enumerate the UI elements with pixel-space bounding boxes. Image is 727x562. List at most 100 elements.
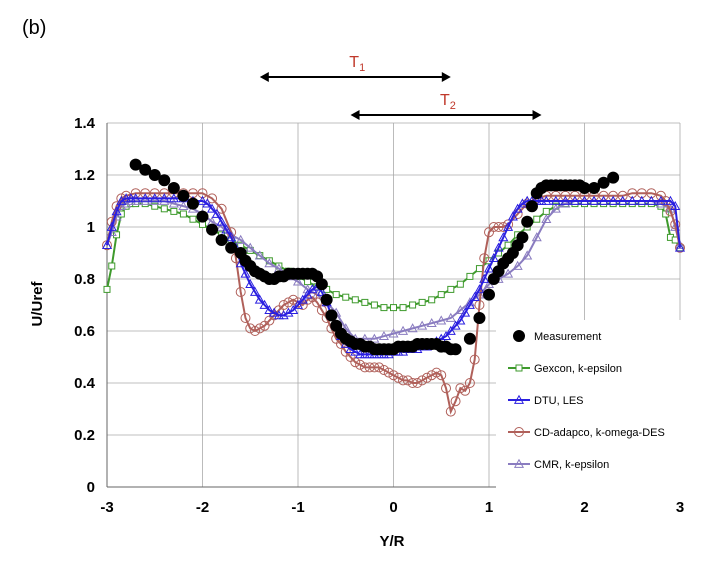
data-point bbox=[646, 195, 657, 205]
y-tick-label: 1.2 bbox=[74, 167, 95, 184]
data-point bbox=[380, 304, 388, 312]
data-point bbox=[374, 362, 385, 373]
data-point bbox=[302, 284, 313, 294]
data-point bbox=[264, 258, 275, 268]
data-point bbox=[670, 219, 681, 230]
data-point bbox=[402, 375, 413, 386]
data-point bbox=[475, 265, 483, 273]
data-point bbox=[541, 195, 552, 205]
data-point bbox=[464, 378, 475, 388]
data-point bbox=[359, 349, 370, 359]
data-point bbox=[121, 190, 132, 201]
data-point bbox=[116, 195, 127, 205]
data-point bbox=[588, 182, 601, 194]
data-point bbox=[197, 195, 208, 205]
x-tick-label: 1 bbox=[485, 499, 493, 516]
series-measurement bbox=[129, 158, 620, 356]
data-point bbox=[225, 241, 238, 254]
data-point bbox=[428, 296, 436, 304]
data-point bbox=[436, 370, 447, 381]
data-point bbox=[189, 215, 197, 223]
data-point bbox=[474, 284, 485, 294]
arrowhead-right bbox=[441, 72, 451, 82]
data-point bbox=[307, 284, 318, 294]
x-tick-label: -2 bbox=[196, 499, 209, 516]
data-point bbox=[466, 272, 474, 280]
data-point bbox=[240, 268, 251, 278]
data-point bbox=[342, 293, 350, 301]
data-point bbox=[512, 203, 523, 213]
data-point bbox=[531, 232, 542, 242]
data-point bbox=[316, 286, 327, 296]
legend-label: Gexcon, k-epsilon bbox=[534, 363, 622, 375]
data-point bbox=[597, 176, 610, 189]
data-point bbox=[264, 304, 275, 315]
data-point bbox=[235, 287, 246, 297]
data-point bbox=[512, 260, 523, 270]
data-point bbox=[320, 293, 333, 306]
data-point bbox=[450, 396, 461, 407]
data-point bbox=[627, 195, 638, 205]
annotation-t1: T1 bbox=[259, 54, 451, 82]
data-point bbox=[665, 195, 676, 205]
annotation-label: T1 bbox=[349, 54, 365, 74]
data-point bbox=[516, 231, 529, 244]
data-point bbox=[278, 300, 289, 310]
legend-marker bbox=[513, 394, 525, 404]
data-point bbox=[464, 299, 475, 309]
data-point bbox=[460, 307, 471, 317]
data-point bbox=[488, 252, 499, 263]
y-tick-label: 0.2 bbox=[74, 427, 95, 444]
data-point bbox=[259, 299, 270, 309]
data-point bbox=[533, 215, 541, 223]
data-point bbox=[178, 200, 189, 211]
data-point bbox=[525, 200, 538, 213]
data-point bbox=[378, 365, 389, 375]
data-point bbox=[598, 195, 609, 205]
data-point bbox=[550, 195, 561, 205]
legend-entry: Gexcon, k-epsilon bbox=[508, 363, 622, 375]
data-point bbox=[240, 313, 251, 323]
data-point bbox=[469, 354, 480, 365]
data-point bbox=[113, 231, 121, 239]
data-point bbox=[469, 291, 480, 302]
data-point bbox=[655, 195, 666, 205]
series-group bbox=[101, 158, 686, 417]
legend: Measurement Gexcon, k-epsilon DTU, LES CD-a… bbox=[496, 320, 692, 490]
data-point bbox=[207, 203, 218, 213]
data-point bbox=[498, 232, 509, 242]
data-point bbox=[168, 198, 179, 208]
arrowhead-left bbox=[259, 72, 269, 82]
data-point bbox=[254, 323, 265, 334]
data-point bbox=[369, 362, 380, 373]
x-tick-label: -1 bbox=[291, 499, 304, 516]
data-point bbox=[431, 367, 442, 378]
data-point bbox=[409, 301, 417, 309]
y-axis-title: U/Uref bbox=[29, 280, 46, 326]
y-tick-label: 1 bbox=[87, 219, 95, 236]
data-point bbox=[418, 298, 426, 306]
data-point bbox=[550, 203, 561, 213]
legend-entry: DTU, LES bbox=[508, 394, 584, 407]
data-point bbox=[569, 195, 580, 205]
data-point bbox=[207, 193, 218, 204]
data-point bbox=[479, 273, 490, 283]
data-point bbox=[129, 158, 142, 171]
data-point bbox=[674, 242, 686, 252]
data-point bbox=[316, 305, 327, 316]
data-point bbox=[101, 239, 113, 250]
data-point bbox=[674, 239, 686, 250]
x-axis-title: Y/R bbox=[379, 533, 404, 550]
data-point bbox=[390, 304, 397, 312]
data-point bbox=[302, 289, 313, 299]
data-point bbox=[151, 202, 159, 210]
data-point bbox=[288, 294, 299, 305]
y-tick-label: 1.4 bbox=[74, 115, 96, 132]
data-point bbox=[445, 325, 456, 335]
legend-entry: CD-adapco, k-omega-DES bbox=[508, 427, 665, 439]
data-point bbox=[106, 221, 117, 231]
data-point bbox=[140, 195, 151, 205]
legend-label: Measurement bbox=[534, 331, 601, 343]
data-point bbox=[417, 375, 428, 386]
data-point bbox=[269, 307, 280, 317]
